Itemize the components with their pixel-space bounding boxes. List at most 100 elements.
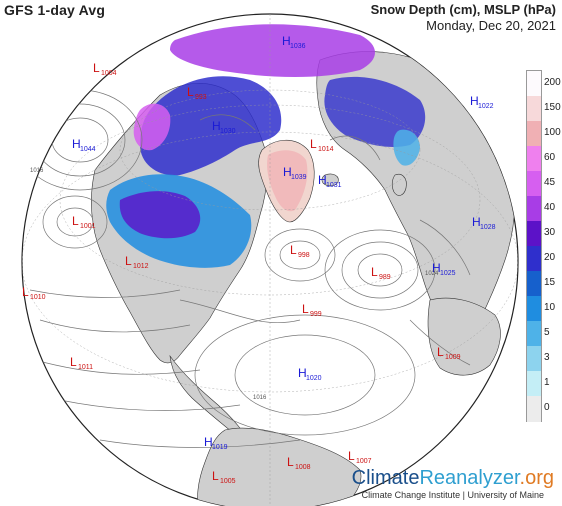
pressure-center-value: 1039 [291,174,307,181]
legend-swatch [527,96,541,122]
legend-tick-label: 60 [544,151,556,163]
pressure-center-letter: L [287,455,294,469]
brand: ClimateReanalyzer.org Climate Change Ins… [352,467,554,500]
isobar [199,114,256,131]
pressure-center-value: 1012 [133,263,149,270]
low-pressure-center: L 998 [290,243,310,259]
parallel [22,131,518,393]
legend-swatch [527,396,541,422]
pressure-center-value: 998 [298,252,310,259]
isobar [29,289,181,298]
legend-tick-label: 3 [544,351,550,363]
low-pressure-center: L 1012 [125,254,149,270]
pressure-center-letter: L [348,449,355,463]
pressure-center-value: 1009 [445,354,461,361]
pressure-center-value: 1020 [306,375,322,382]
graticule [22,14,518,506]
high-pressure-center: H 1031 [318,173,342,189]
snow-scandinavia [393,129,420,166]
pressure-center-value: 1019 [212,444,228,451]
low-pressure-center: L 1014 [310,137,334,153]
pressure-center-letter: L [22,285,29,299]
map-title: Snow Depth (cm), MSLP (hPa) Monday, Dec … [371,2,556,34]
legend-tick-label: 5 [544,326,550,338]
low-pressure-center: L 1011 [70,355,93,371]
snow-alaska [133,103,171,151]
isobar [329,135,381,161]
pressure-center-value: 1031 [326,182,342,189]
legend-tick-label: 0 [544,401,550,413]
pressure-center-value: 1044 [80,146,96,153]
brand-subtitle: Climate Change Institute | University of… [361,490,545,500]
isobar [357,253,403,287]
pressure-center-letter: L [125,254,132,268]
high-pressure-center: H 1022 [470,94,494,110]
low-pressure-center: L 1010 [22,285,46,301]
legend-swatch [527,246,541,272]
isobar [194,314,416,436]
isobar [179,299,301,324]
pressure-center-letter: L [302,302,309,316]
pressure-center-letter: H [204,435,213,449]
pressure-center-value: 1022 [478,103,494,110]
pressure-center-letter: L [212,469,219,483]
isobar-labels: 1016 1016 1024 [30,168,439,401]
legend-swatch [527,371,541,397]
snow-siberia [170,24,375,77]
legend-tick-label: 1 [544,376,550,388]
high-pressure-center: H 1044 [72,137,96,153]
parallel [119,89,421,211]
legend-swatch [527,71,541,97]
pressure-center-letter: L [290,243,297,257]
isobar-label: 1024 [425,271,439,277]
pressure-center-letter: L [310,137,317,151]
pressure-center-letter: L [437,345,444,359]
legend-tick-label: 40 [544,201,556,213]
high-pressure-center: H 1028 [472,215,496,231]
isobar [59,399,241,411]
pressure-center-letter: L [70,355,77,369]
snow-russia [324,76,426,147]
pressure-center-letter: H [298,366,307,380]
date-label: Monday, Dec 20, 2021 [426,18,556,33]
brand-logo: ClimateReanalyzer.org [352,467,554,489]
snow-depth-legend: 200 150 100 60 45 40 30 20 15 10 5 3 1 0 [516,70,562,430]
legend-swatch [527,121,541,147]
legend-color-bar [526,70,542,422]
isobar [234,334,376,416]
isobar [42,195,108,249]
legend-tick-label: 200 [544,76,561,88]
pressure-center-letter: L [72,214,79,228]
legend-swatch [527,221,541,247]
isobar-label: 1016 [253,395,267,401]
legend-swatch [527,271,541,297]
legend-swatch [527,321,541,347]
land-uk [391,173,407,196]
isobar [56,207,94,237]
parallel [59,104,481,296]
legend-swatch [527,146,541,172]
pressure-center-letter: L [371,265,378,279]
isobars [22,89,471,448]
pressure-center-value: 999 [310,311,322,318]
legend-tick-label: 30 [544,226,556,238]
variable-title: Snow Depth (cm), MSLP (hPa) [370,2,556,17]
legend-swatch [527,346,541,372]
pressure-center-value: 1007 [356,458,372,465]
legend-tick-label: 100 [544,126,561,138]
land-africa [427,297,501,376]
high-pressure-center: H 1020 [298,366,322,382]
isobar [264,228,336,282]
pressure-center-letter: H [212,119,221,133]
low-pressure-center: L 1009 [437,345,461,361]
isobar [279,240,321,270]
pressure-center-value: 1004 [101,70,117,77]
pressure-center-value: 1030 [220,128,236,135]
pressure-center-letter: H [282,34,291,48]
high-pressure-center: H 1039 [283,165,307,181]
pressure-center-value: 1005 [220,478,236,485]
pressure-center-value: 1008 [295,464,311,471]
isobar [341,241,419,299]
low-pressure-center: L 1007 [348,449,372,465]
